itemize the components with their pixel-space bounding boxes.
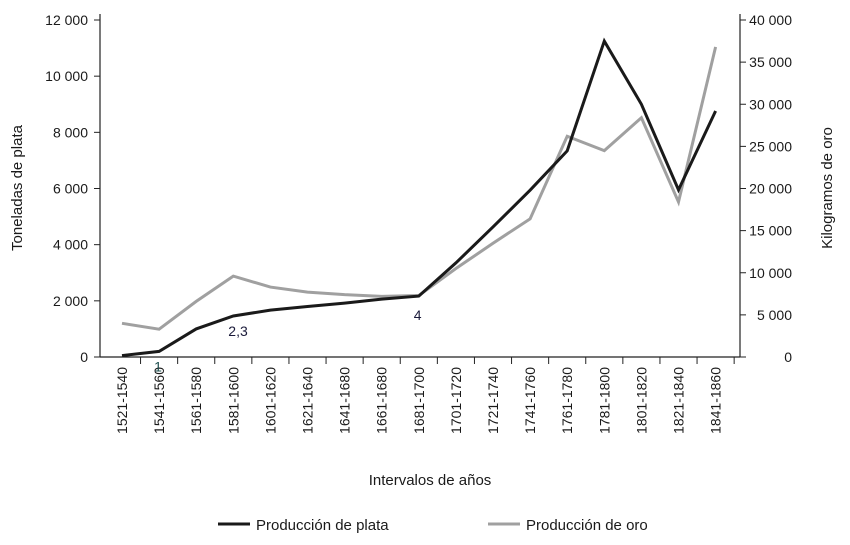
x-tick-label: 1621-1640 xyxy=(300,367,316,434)
x-tick-label: 1561-1580 xyxy=(188,367,204,434)
y-tick-label-right: 0 xyxy=(784,349,792,365)
y-tick-label-right: 5 000 xyxy=(757,307,792,323)
legend-label: Producción de plata xyxy=(256,517,389,534)
x-tick-label: 1641-1680 xyxy=(337,367,353,434)
annotation-label: 2,3 xyxy=(228,323,248,339)
x-tick-label: 1781-1800 xyxy=(596,367,612,434)
x-tick-label: 1601-1620 xyxy=(262,367,278,434)
y-tick-label-left: 12 000 xyxy=(45,12,88,28)
y-tick-label-left: 8 000 xyxy=(53,124,88,140)
y-axis-label-left: Toneladas de plata xyxy=(9,124,26,251)
x-tick-label: 1661-1680 xyxy=(374,367,390,434)
annotation-label: 1 xyxy=(154,358,162,374)
y-axis-label-right: Kilogramos de oro xyxy=(819,127,836,249)
legend: Producción de plata Producción de oro xyxy=(218,517,648,534)
y-tick-label-right: 40 000 xyxy=(749,12,792,28)
y-tick-label-right: 10 000 xyxy=(749,265,792,281)
y-tick-label-left: 0 xyxy=(80,349,88,365)
x-tick-label: 1761-1780 xyxy=(559,367,575,434)
y-tick-label-right: 35 000 xyxy=(749,54,792,70)
y-tick-label-left: 6 000 xyxy=(53,181,88,197)
x-tick-label: 1521-1540 xyxy=(114,367,130,434)
y-tick-label-left: 10 000 xyxy=(45,68,88,84)
x-tick-label: 1821-1840 xyxy=(671,367,687,434)
series-line xyxy=(122,47,716,329)
annotation-label: 4 xyxy=(414,307,422,323)
y-tick-label-right: 20 000 xyxy=(749,181,792,197)
x-tick-label: 1841-1860 xyxy=(708,367,724,434)
x-tick-label: 1801-1820 xyxy=(633,367,649,434)
annotations: 12,34 xyxy=(154,307,422,374)
y-tick-label-left: 2 000 xyxy=(53,293,88,309)
x-tick-label: 1541-1560 xyxy=(151,367,167,434)
y-tick-label-left: 4 000 xyxy=(53,237,88,253)
y-tick-label-right: 25 000 xyxy=(749,138,792,154)
x-tick-label: 1581-1600 xyxy=(225,367,241,434)
x-tick-label: 1741-1760 xyxy=(522,367,538,434)
y-tick-label-right: 15 000 xyxy=(749,223,792,239)
y-tick-label-right: 30 000 xyxy=(749,96,792,112)
legend-label: Producción de oro xyxy=(526,517,648,534)
x-tick-label: 1721-1740 xyxy=(485,367,501,434)
x-axis-label: Intervalos de años xyxy=(369,472,492,489)
x-tick-label: 1681-1700 xyxy=(411,367,427,434)
x-tick-label: 1701-1720 xyxy=(448,367,464,434)
